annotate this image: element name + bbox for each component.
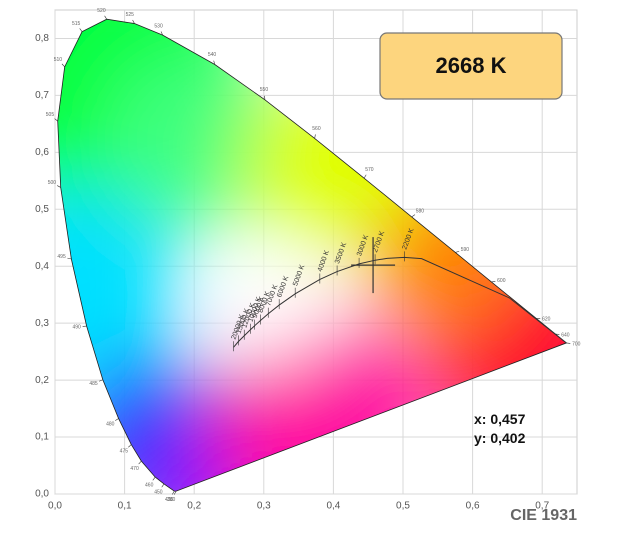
wavelength-tick: [314, 134, 316, 139]
wavelength-label: 500: [48, 180, 57, 186]
wavelength-label: 495: [57, 254, 66, 260]
wavelength-label: 490: [72, 324, 81, 330]
wavelength-label: 620: [542, 316, 551, 322]
wavelength-label: 550: [260, 87, 269, 93]
wavelength-tick: [61, 63, 65, 68]
wavelength-tick: [54, 118, 58, 122]
wavelength-label: 640: [561, 332, 570, 338]
wavelength-label: 380: [167, 497, 176, 503]
chart-title: CIE 1931: [510, 507, 577, 524]
wavelength-tick: [152, 476, 156, 481]
x-tick-label: 0,2: [187, 501, 201, 512]
wavelength-tick: [79, 28, 83, 32]
y-readout: y: 0,402: [474, 430, 526, 446]
y-tick-label: 0,4: [35, 261, 49, 272]
wavelength-tick: [57, 185, 61, 188]
wavelength-label: 560: [312, 126, 321, 132]
planckian-locus: [233, 256, 567, 348]
wavelength-label: 505: [46, 112, 55, 118]
wavelength-label: 460: [145, 482, 154, 488]
wavelength-tick: [173, 491, 177, 495]
wavelength-label: 450: [154, 490, 163, 496]
wavelength-tick: [161, 483, 165, 488]
x-tick-label: 0,3: [257, 501, 271, 512]
x-tick-label: 0,0: [48, 501, 62, 512]
wavelength-label: 475: [120, 449, 129, 455]
wavelength-tick: [213, 60, 216, 65]
x-readout: x: 0,457: [474, 411, 526, 427]
wavelength-label: 600: [497, 278, 506, 284]
wavelength-tick: [98, 379, 103, 382]
wavelength-tick: [132, 19, 135, 24]
wavelength-label: 520: [97, 8, 106, 14]
wavelength-tick: [455, 250, 460, 253]
wavelength-label: 485: [89, 381, 98, 387]
y-tick-label: 0,2: [35, 375, 49, 386]
y-tick-label: 0,0: [35, 489, 49, 500]
x-tick-label: 0,4: [326, 501, 340, 512]
wavelength-label: 510: [54, 57, 63, 63]
wavelength-label: 515: [72, 21, 81, 27]
wavelength-tick: [566, 342, 571, 344]
y-tick-label: 0,5: [35, 204, 49, 215]
wavelength-label: 530: [154, 23, 163, 29]
wavelength-label: 480: [106, 421, 115, 427]
y-tick-label: 0,1: [35, 432, 49, 443]
x-tick-label: 0,6: [466, 501, 480, 512]
wavelength-tick: [411, 214, 416, 218]
wavelength-label: 525: [126, 12, 135, 18]
wavelength-tick: [128, 444, 132, 448]
wavelength-label: 700: [572, 342, 581, 348]
cct-readout: 2668 K: [436, 53, 507, 78]
wavelength-label: 420: [165, 497, 174, 503]
wavelength-tick: [160, 31, 163, 36]
wavelength-label: 590: [461, 247, 470, 253]
wavelength-label: 470: [130, 466, 139, 472]
y-tick-label: 0,8: [35, 33, 49, 44]
wavelength-tick: [138, 460, 142, 465]
y-tick-label: 0,7: [35, 90, 49, 101]
x-tick-label: 0,5: [396, 501, 410, 512]
wavelength-tick: [67, 257, 72, 260]
wavelength-tick: [115, 418, 119, 421]
y-tick-label: 0,3: [35, 318, 49, 329]
cct-box: [379, 32, 563, 100]
wavelength-label: 580: [416, 209, 425, 215]
wavelength-tick: [363, 174, 367, 179]
x-tick-label: 0,1: [118, 501, 132, 512]
x-tick-label: 0,7: [535, 501, 549, 512]
wavelength-label: 540: [208, 52, 217, 58]
wavelength-tick: [171, 490, 175, 495]
spectral-locus: [57, 18, 568, 492]
wavelength-label: 570: [365, 167, 374, 173]
wavelength-tick: [104, 15, 107, 20]
y-tick-label: 0,6: [35, 147, 49, 158]
